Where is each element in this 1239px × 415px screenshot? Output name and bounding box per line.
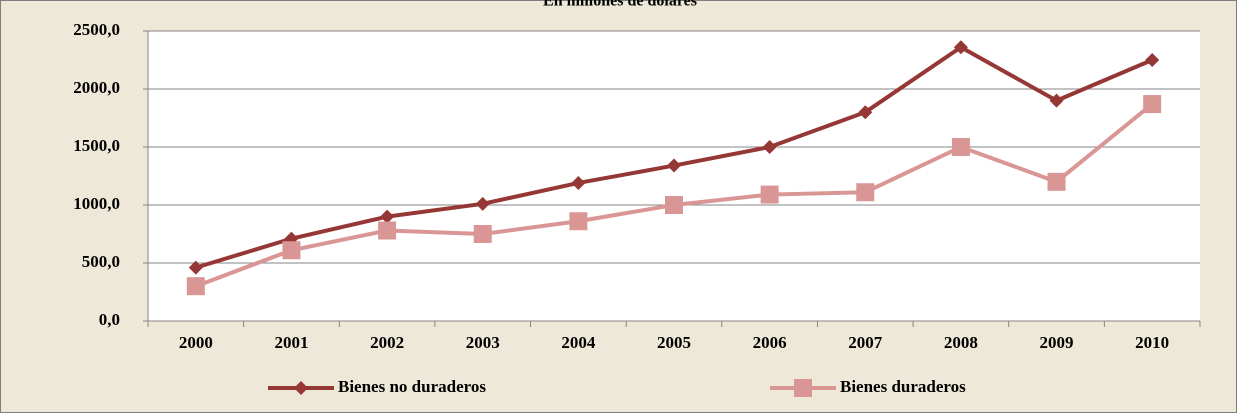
marker — [473, 225, 492, 243]
marker — [186, 277, 205, 296]
legend-label: Bienes no duraderos — [338, 377, 486, 396]
x-tick-label: 2005 — [657, 333, 691, 352]
plot-area — [148, 31, 1200, 321]
marker — [1143, 95, 1162, 114]
x-tick-label: 2010 — [1135, 333, 1169, 352]
marker — [665, 196, 683, 214]
marker — [1145, 53, 1160, 67]
marker — [951, 138, 970, 156]
x-tick-label: 2008 — [944, 333, 978, 352]
marker — [1047, 172, 1066, 191]
marker — [762, 140, 777, 154]
marker — [858, 105, 873, 120]
y-tick-label: 0,0 — [99, 310, 120, 329]
marker — [667, 158, 681, 173]
y-tick-label: 500,0 — [82, 252, 120, 271]
marker — [378, 221, 397, 240]
x-tick-label: 2002 — [370, 333, 404, 352]
x-tick-label: 2001 — [274, 333, 308, 352]
legend-marker — [794, 379, 812, 397]
legend-label: Bienes duraderos — [840, 377, 966, 396]
x-tick-label: 2009 — [1040, 333, 1074, 352]
x-tick-label: 2006 — [753, 333, 787, 352]
y-tick-label: 2500,0 — [73, 20, 120, 39]
y-tick-label: 2000,0 — [73, 78, 120, 97]
x-tick-label: 2004 — [561, 333, 596, 352]
marker — [380, 209, 395, 224]
marker — [569, 212, 588, 231]
x-tick-label: 2000 — [179, 333, 213, 352]
marker — [282, 241, 301, 260]
marker — [475, 196, 490, 211]
x-tick-label: 2007 — [848, 333, 883, 352]
y-tick-label: 1500,0 — [73, 136, 120, 155]
chart-title: En millones de dólares — [543, 0, 697, 10]
marker — [571, 175, 586, 190]
marker — [856, 183, 875, 202]
x-tick-label: 2003 — [466, 333, 500, 352]
marker — [760, 185, 779, 204]
marker — [953, 40, 968, 55]
legend-marker — [294, 381, 308, 395]
y-tick-label: 1000,0 — [73, 194, 120, 213]
marker — [188, 260, 203, 275]
marker — [1049, 93, 1064, 108]
